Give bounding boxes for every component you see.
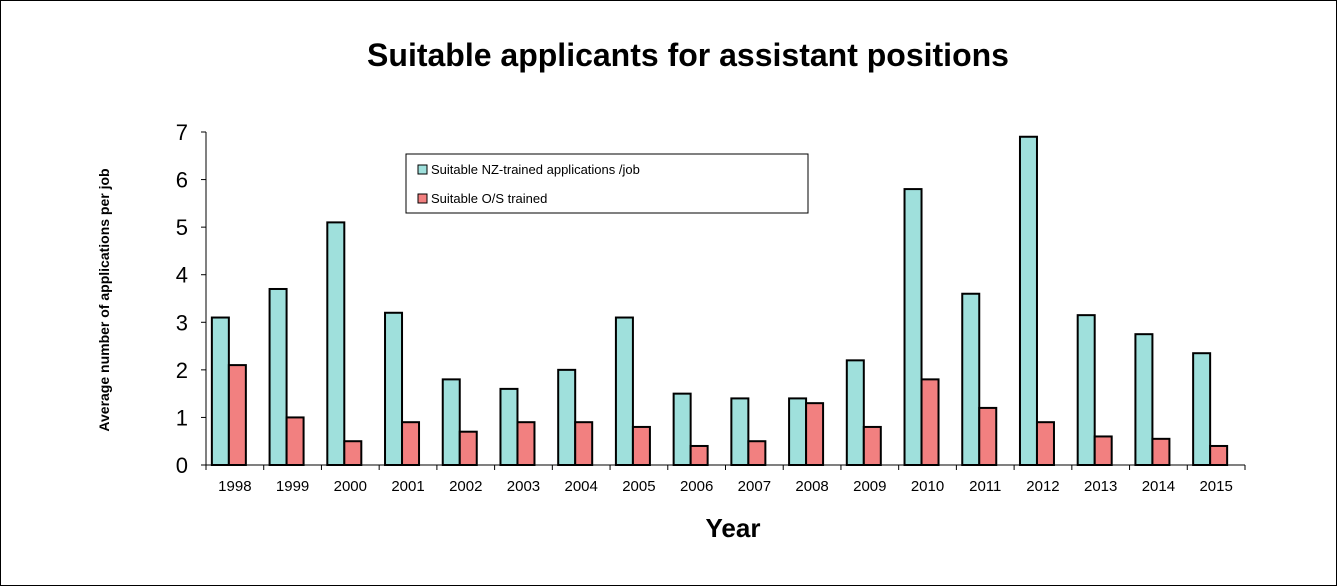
bar-nz-trained xyxy=(903,188,923,466)
y-tick-label: 1 xyxy=(176,405,188,430)
legend-swatch-os-trained xyxy=(417,193,428,204)
x-tick-label: 2000 xyxy=(334,478,367,495)
y-tick-label: 4 xyxy=(176,263,188,288)
bar-nz-trained xyxy=(614,316,634,466)
bar-os-trained xyxy=(1151,437,1171,467)
bar-nz-trained xyxy=(1076,314,1096,466)
x-tick-label: 1999 xyxy=(276,478,309,495)
bar-os-trained xyxy=(862,425,882,467)
bar-nz-trained xyxy=(961,292,981,466)
x-tick-label: 2015 xyxy=(1199,478,1232,495)
x-tick-label: 2003 xyxy=(507,478,540,495)
y-tick-label: 0 xyxy=(176,453,188,478)
legend: Suitable NZ-trained applications /job Su… xyxy=(405,153,809,214)
bar-os-trained xyxy=(574,421,594,466)
y-tick-label: 2 xyxy=(176,358,188,383)
x-tick-label: 2007 xyxy=(738,478,771,495)
bar-nz-trained xyxy=(1134,333,1154,466)
bar-os-trained xyxy=(227,364,247,467)
bar-os-trained xyxy=(631,425,651,467)
bar-nz-trained xyxy=(499,387,519,466)
chart-title: Suitable applicants for assistant positi… xyxy=(367,37,1009,73)
x-tick-label: 2008 xyxy=(795,478,828,495)
legend-box xyxy=(405,153,809,214)
x-tick-label: 2011 xyxy=(969,478,1001,495)
bar-os-trained xyxy=(1035,421,1055,466)
x-tick-label: 2010 xyxy=(911,478,944,495)
bar-os-trained xyxy=(458,430,478,467)
bar-os-trained xyxy=(1209,444,1229,467)
bar-os-trained xyxy=(978,406,998,466)
x-tick-label: 2006 xyxy=(680,478,713,495)
bar-nz-trained xyxy=(845,359,865,467)
bar-os-trained xyxy=(920,378,940,466)
y-tick-label: 5 xyxy=(176,215,188,240)
x-tick-label: 2005 xyxy=(622,478,655,495)
bar-nz-trained xyxy=(441,378,461,466)
x-tick-label: 2004 xyxy=(565,478,598,495)
x-tick-label: 1998 xyxy=(218,478,251,495)
plot-area: 0 1 2 3 4 5 6 7 1998 1999 2000 2001 2002 2003 2004 2005… xyxy=(176,120,1246,495)
x-tick-label: 2009 xyxy=(853,478,886,495)
bar-nz-trained xyxy=(1018,135,1038,466)
bar-nz-trained xyxy=(557,368,577,467)
x-axis-title: Year xyxy=(706,513,761,543)
bar-nz-trained xyxy=(268,287,288,466)
x-tick-label: 2002 xyxy=(449,478,482,495)
bar-os-trained xyxy=(805,402,825,466)
bar-nz-trained xyxy=(210,316,230,466)
y-axis-title: Average number of applications per job xyxy=(96,168,112,431)
bar-os-trained xyxy=(401,421,421,466)
bar-os-trained xyxy=(285,416,305,466)
x-tick-label: 2014 xyxy=(1142,478,1175,495)
bar-nz-trained xyxy=(672,392,692,466)
bar-os-trained xyxy=(343,440,363,467)
legend-label-os-trained: Suitable O/S trained xyxy=(431,191,547,206)
legend-label-nz-trained: Suitable NZ-trained applications /job xyxy=(431,162,640,177)
bar-nz-trained xyxy=(384,311,404,466)
x-tick-label: 2012 xyxy=(1026,478,1059,495)
bar-nz-trained xyxy=(788,397,808,466)
legend-swatch-nz-trained xyxy=(417,164,428,175)
y-tick-label: 6 xyxy=(176,168,188,193)
x-tick-label: 2001 xyxy=(391,478,424,495)
y-tick-label: 7 xyxy=(176,120,188,145)
bar-os-trained xyxy=(689,444,709,467)
bar-os-trained xyxy=(1093,435,1113,467)
bar-nz-trained xyxy=(1192,352,1212,467)
x-tick-label: 2013 xyxy=(1084,478,1117,495)
bar-nz-trained xyxy=(326,221,346,466)
bar-os-trained xyxy=(747,440,767,467)
bar-nz-trained xyxy=(730,397,750,466)
y-tick-label: 3 xyxy=(176,310,188,335)
bar-os-trained xyxy=(516,421,536,466)
